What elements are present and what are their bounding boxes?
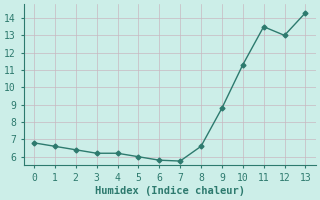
X-axis label: Humidex (Indice chaleur): Humidex (Indice chaleur) bbox=[95, 186, 245, 196]
